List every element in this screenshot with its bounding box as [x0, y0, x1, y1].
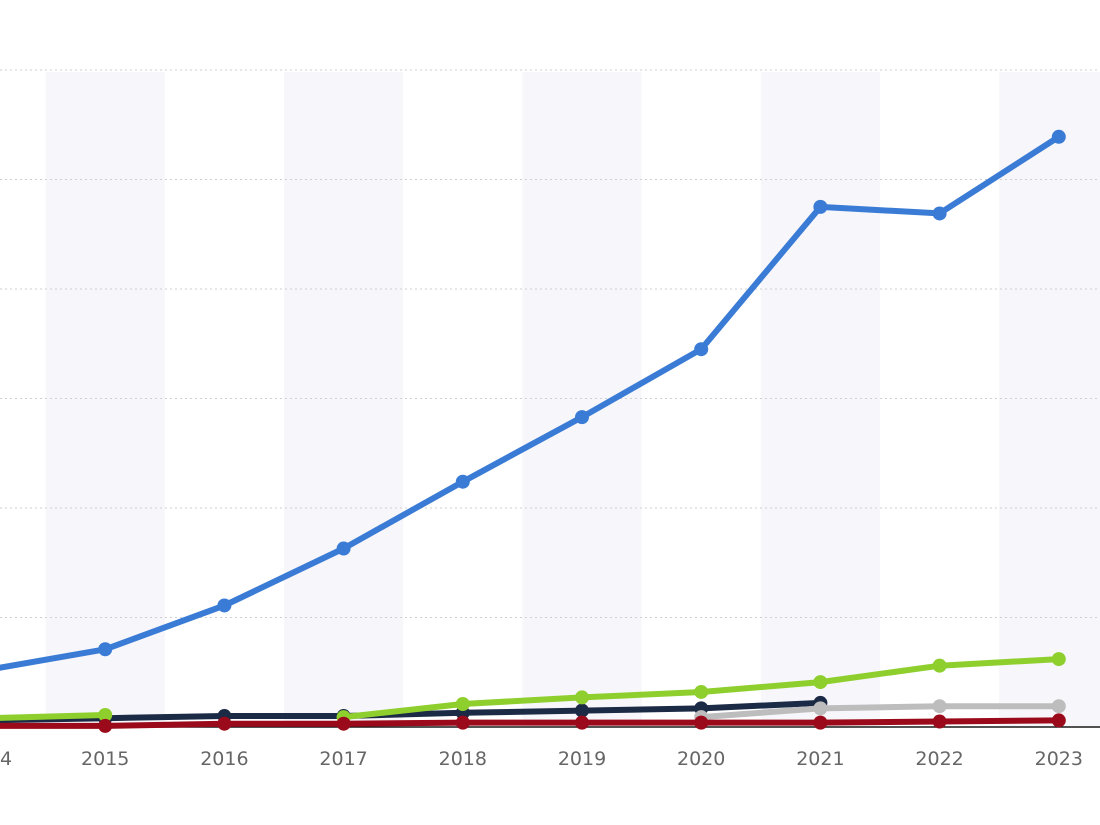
data-point[interactable] — [575, 690, 589, 705]
series-3 — [694, 699, 1066, 725]
y-gridlines — [0, 69, 1100, 618]
data-point[interactable] — [575, 703, 589, 718]
series-1 — [0, 129, 1066, 671]
series-line — [0, 717, 1062, 729]
x-tick-label: 4 — [0, 748, 12, 770]
x-tick-label: 2016 — [200, 748, 248, 770]
data-point[interactable] — [1051, 129, 1066, 144]
series-group — [0, 129, 1066, 733]
data-point[interactable] — [694, 342, 709, 357]
data-point[interactable] — [694, 715, 709, 730]
background-band — [999, 72, 1100, 727]
data-point[interactable] — [336, 716, 351, 731]
data-point[interactable] — [336, 541, 351, 556]
series-4 — [0, 652, 1066, 725]
data-point[interactable] — [575, 410, 589, 425]
data-point[interactable] — [98, 707, 113, 722]
x-tick-labels: 4 2015 2016 2017 2018 2019 2020 2021 2022 2023 — [0, 748, 1083, 770]
data-point[interactable] — [694, 684, 709, 699]
data-point[interactable] — [217, 598, 232, 613]
x-tick-label: 2021 — [796, 748, 844, 770]
background-band — [284, 72, 404, 727]
data-point[interactable] — [217, 716, 232, 731]
x-tick-label: 2023 — [1035, 748, 1083, 770]
data-point[interactable] — [932, 714, 947, 729]
x-tick-label: 2018 — [439, 748, 487, 770]
data-point[interactable] — [813, 675, 828, 690]
background-band — [522, 72, 642, 727]
series-line — [0, 699, 824, 724]
series-5 — [0, 713, 1066, 733]
data-point[interactable] — [813, 715, 828, 730]
series-line — [0, 133, 1062, 671]
data-point[interactable] — [932, 658, 947, 673]
data-point[interactable] — [98, 642, 113, 657]
data-point[interactable] — [813, 199, 828, 214]
x-tick-label: 2017 — [319, 748, 367, 770]
background-band — [760, 72, 880, 727]
data-point[interactable] — [98, 718, 113, 733]
data-point[interactable] — [932, 699, 947, 714]
series-line — [698, 703, 1062, 721]
data-point[interactable] — [932, 206, 947, 221]
x-tick-label: 2019 — [558, 748, 606, 770]
data-point[interactable] — [455, 474, 470, 489]
x-tick-label: 2015 — [81, 748, 129, 770]
data-point[interactable] — [1051, 699, 1066, 714]
series-line — [0, 712, 109, 721]
data-point[interactable] — [455, 697, 470, 712]
background-bands — [45, 72, 1100, 727]
data-point[interactable] — [813, 701, 828, 716]
data-point[interactable] — [1051, 713, 1066, 728]
data-point[interactable] — [455, 715, 470, 730]
x-tick-label: 2020 — [677, 748, 725, 770]
x-tick-label: 2022 — [915, 748, 963, 770]
data-point[interactable] — [575, 715, 589, 730]
background-band — [45, 72, 165, 727]
data-point[interactable] — [1051, 652, 1066, 667]
